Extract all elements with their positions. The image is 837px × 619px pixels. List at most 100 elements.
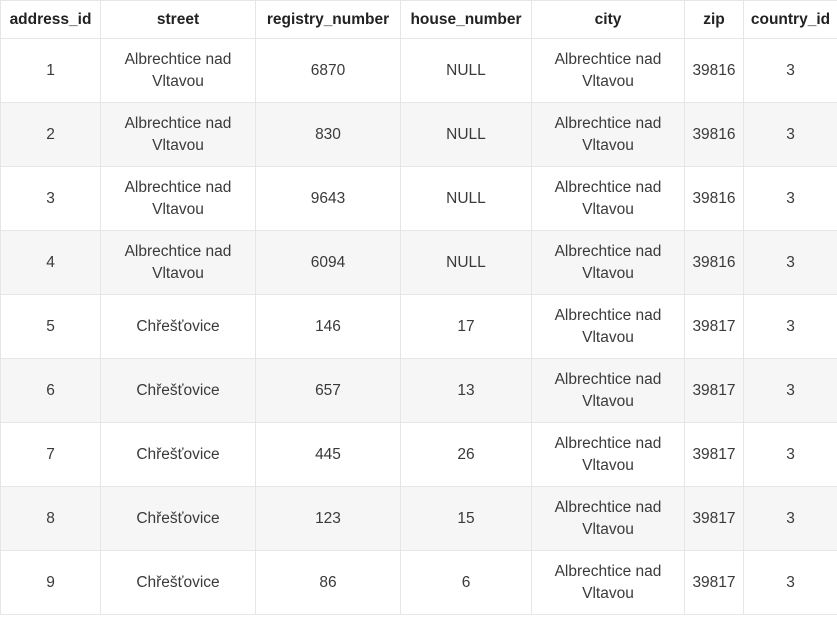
cell-address-id: 2 bbox=[0, 102, 101, 167]
cell-value: Albrechtice nad Vltavou bbox=[124, 50, 232, 90]
column-header-country-id[interactable]: country_id bbox=[743, 0, 837, 39]
cell-registry-number: 445 bbox=[255, 422, 401, 487]
cell-value: Albrechtice nad Vltavou bbox=[124, 242, 232, 282]
column-header-street[interactable]: street bbox=[100, 0, 256, 39]
cell-house-number: NULL bbox=[400, 102, 532, 167]
cell-value: 39817 bbox=[692, 445, 736, 463]
cell-value: 830 bbox=[315, 125, 341, 143]
table-row[interactable]: 5 Chřešťovice 146 17 Albrechtice nad Vltavou… bbox=[0, 294, 837, 359]
cell-zip: 39817 bbox=[684, 486, 744, 551]
cell-value: 5 bbox=[46, 317, 55, 335]
cell-house-number: 17 bbox=[400, 294, 532, 359]
cell-value: Albrechtice nad Vltavou bbox=[554, 242, 662, 282]
cell-value: 39817 bbox=[692, 509, 736, 527]
cell-registry-number: 6094 bbox=[255, 230, 401, 295]
cell-value: 3 bbox=[786, 253, 795, 271]
cell-zip: 39816 bbox=[684, 38, 744, 103]
cell-house-number: 26 bbox=[400, 422, 532, 487]
cell-value: 6094 bbox=[310, 253, 346, 271]
cell-city: Albrechtice nad Vltavou bbox=[531, 486, 685, 551]
cell-country-id: 3 bbox=[743, 422, 837, 487]
cell-value: 39816 bbox=[692, 125, 736, 143]
column-header-registry-number[interactable]: registry_number bbox=[255, 0, 401, 39]
cell-value: 123 bbox=[315, 509, 341, 527]
cell-zip: 39817 bbox=[684, 294, 744, 359]
cell-value: Albrechtice nad Vltavou bbox=[124, 178, 232, 218]
cell-value: Albrechtice nad Vltavou bbox=[554, 50, 662, 90]
cell-registry-number: 6870 bbox=[255, 38, 401, 103]
table-row[interactable]: 6 Chřešťovice 657 13 Albrechtice nad Vltavou… bbox=[0, 358, 837, 423]
cell-street: Chřešťovice bbox=[100, 486, 256, 551]
cell-value: 15 bbox=[457, 509, 475, 527]
cell-value: 6 bbox=[461, 573, 471, 591]
cell-value: 2 bbox=[46, 125, 55, 143]
cell-registry-number: 86 bbox=[255, 550, 401, 615]
cell-zip: 39816 bbox=[684, 102, 744, 167]
cell-country-id: 3 bbox=[743, 486, 837, 551]
cell-address-id: 3 bbox=[0, 166, 101, 231]
column-header-house-number[interactable]: house_number bbox=[400, 0, 532, 39]
cell-address-id: 1 bbox=[0, 38, 101, 103]
cell-value: 6870 bbox=[310, 61, 346, 79]
cell-street: Chřešťovice bbox=[100, 422, 256, 487]
cell-value: 445 bbox=[315, 445, 341, 463]
cell-value: 9643 bbox=[310, 189, 346, 207]
cell-value: NULL bbox=[446, 189, 486, 207]
cell-zip: 39817 bbox=[684, 550, 744, 615]
cell-country-id: 3 bbox=[743, 294, 837, 359]
cell-country-id: 3 bbox=[743, 230, 837, 295]
cell-country-id: 3 bbox=[743, 550, 837, 615]
table-row[interactable]: 3 Albrechtice nad Vltavou 9643 NULL Albrecht… bbox=[0, 166, 837, 231]
cell-address-id: 7 bbox=[0, 422, 101, 487]
table-header: address_id street registry_number house_… bbox=[0, 0, 837, 39]
cell-street: Albrechtice nad Vltavou bbox=[100, 102, 256, 167]
cell-value: 13 bbox=[457, 381, 475, 399]
cell-value: 39816 bbox=[692, 189, 736, 207]
cell-value: 39816 bbox=[692, 61, 736, 79]
cell-value: 3 bbox=[786, 317, 795, 335]
cell-value: 26 bbox=[457, 445, 475, 463]
cell-street: Albrechtice nad Vltavou bbox=[100, 230, 256, 295]
cell-value: 17 bbox=[457, 317, 475, 335]
cell-value: 3 bbox=[786, 189, 795, 207]
cell-value: Albrechtice nad Vltavou bbox=[554, 562, 662, 602]
cell-house-number: 15 bbox=[400, 486, 532, 551]
table-row[interactable]: 9 Chřešťovice 86 6 Albrechtice nad Vltavou 39… bbox=[0, 550, 837, 615]
cell-value: Chřešťovice bbox=[136, 381, 220, 399]
cell-value: 3 bbox=[46, 189, 55, 207]
cell-value: Albrechtice nad Vltavou bbox=[554, 306, 662, 346]
cell-house-number: NULL bbox=[400, 38, 532, 103]
cell-zip: 39816 bbox=[684, 166, 744, 231]
table-row[interactable]: 7 Chřešťovice 445 26 Albrechtice nad Vltavou… bbox=[0, 422, 837, 487]
column-header-address-id[interactable]: address_id bbox=[0, 0, 101, 39]
cell-city: Albrechtice nad Vltavou bbox=[531, 166, 685, 231]
column-header-city[interactable]: city bbox=[531, 0, 685, 39]
cell-city: Albrechtice nad Vltavou bbox=[531, 230, 685, 295]
cell-value: Albrechtice nad Vltavou bbox=[554, 498, 662, 538]
table-row[interactable]: 2 Albrechtice nad Vltavou 830 NULL Albrechti… bbox=[0, 102, 837, 167]
table-row[interactable]: 4 Albrechtice nad Vltavou 6094 NULL Albrecht… bbox=[0, 230, 837, 295]
cell-value: 39817 bbox=[692, 381, 736, 399]
cell-value: 3 bbox=[786, 61, 795, 79]
cell-registry-number: 830 bbox=[255, 102, 401, 167]
table-row[interactable]: 1 Albrechtice nad Vltavou 6870 NULL Albrecht… bbox=[0, 38, 837, 103]
cell-street: Chřešťovice bbox=[100, 294, 256, 359]
cell-value: Chřešťovice bbox=[136, 573, 220, 591]
cell-value: Chřešťovice bbox=[136, 509, 220, 527]
cell-value: 1 bbox=[46, 61, 55, 79]
cell-country-id: 3 bbox=[743, 38, 837, 103]
table-body: 1 Albrechtice nad Vltavou 6870 NULL Albrecht… bbox=[0, 38, 837, 615]
cell-registry-number: 146 bbox=[255, 294, 401, 359]
table-row[interactable]: 8 Chřešťovice 123 15 Albrechtice nad Vltavou… bbox=[0, 486, 837, 551]
cell-value: Chřešťovice bbox=[136, 317, 220, 335]
cell-house-number: NULL bbox=[400, 230, 532, 295]
cell-city: Albrechtice nad Vltavou bbox=[531, 422, 685, 487]
cell-city: Albrechtice nad Vltavou bbox=[531, 102, 685, 167]
cell-street: Chřešťovice bbox=[100, 358, 256, 423]
cell-value: Albrechtice nad Vltavou bbox=[124, 114, 232, 154]
cell-value: Albrechtice nad Vltavou bbox=[554, 114, 662, 154]
column-header-zip[interactable]: zip bbox=[684, 0, 744, 39]
cell-value: 3 bbox=[786, 125, 795, 143]
cell-value: 39817 bbox=[692, 573, 736, 591]
cell-value: 6 bbox=[46, 381, 55, 399]
